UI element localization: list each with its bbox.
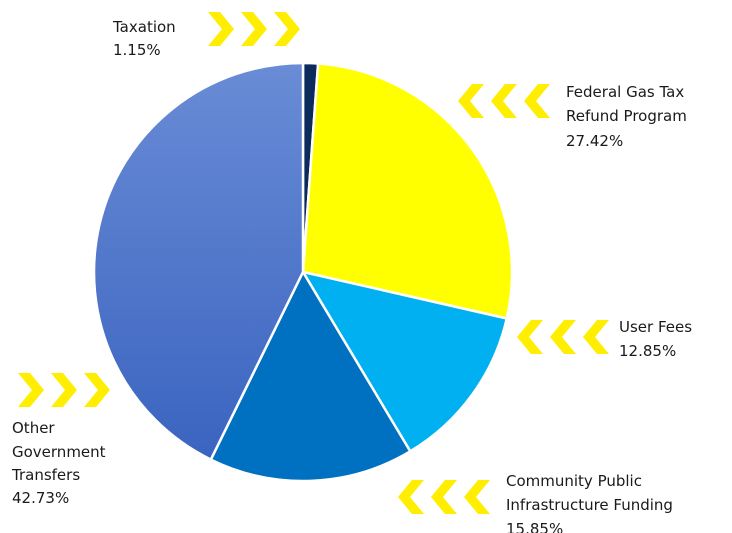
chevron-right-icon [208,12,300,46]
label-other-government-transfers: Other Government Transfers 42.73% [11,373,110,507]
pie-slices [92,61,514,483]
slice-label-community-public-infrastructure: Community Public Infrastructure Funding … [506,472,678,533]
pie-slice-federal-gas-tax-refund-program [301,62,514,320]
label-taxation: Taxation 1.15% [112,12,300,59]
chevron-right-icon [18,373,110,407]
pie-slice-other-government-transfers [92,61,305,462]
slice-label-other-government-transfers: Other Government Transfers 42.73% [11,419,110,507]
label-user-fees: User Fees 12.85% [517,318,697,360]
chevron-left-icon [517,320,609,354]
label-federal-gas-tax: Federal Gas Tax Refund Program 27.42% [458,83,692,150]
slice-label-taxation: Taxation 1.15% [112,18,180,59]
slice-label-user-fees: User Fees 12.85% [619,318,697,360]
label-community-public-infrastructure: Community Public Infrastructure Funding … [398,472,678,533]
pie-slice-community-public-infrastructure-funding [209,269,413,483]
pie-slice-user-fees [300,270,509,454]
chevron-left-icon [398,480,490,514]
slice-label-federal-gas-tax: Federal Gas Tax Refund Program 27.42% [566,83,692,150]
chevron-left-icon [458,84,550,118]
